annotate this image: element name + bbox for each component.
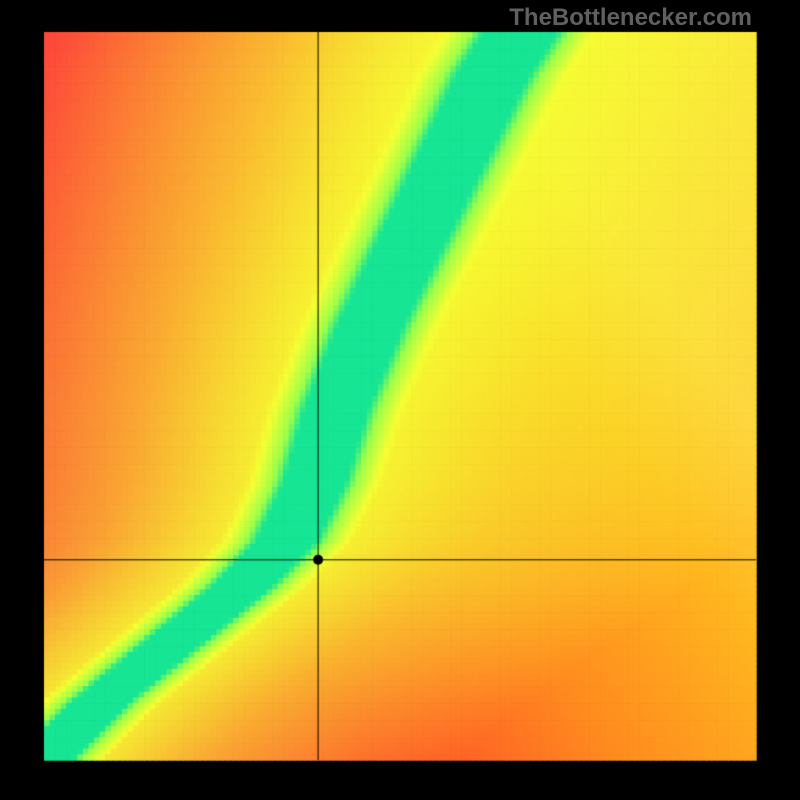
heatmap-canvas xyxy=(0,0,800,800)
watermark-text: TheBottlenecker.com xyxy=(509,4,752,32)
chart-container: TheBottlenecker.com xyxy=(0,0,800,800)
